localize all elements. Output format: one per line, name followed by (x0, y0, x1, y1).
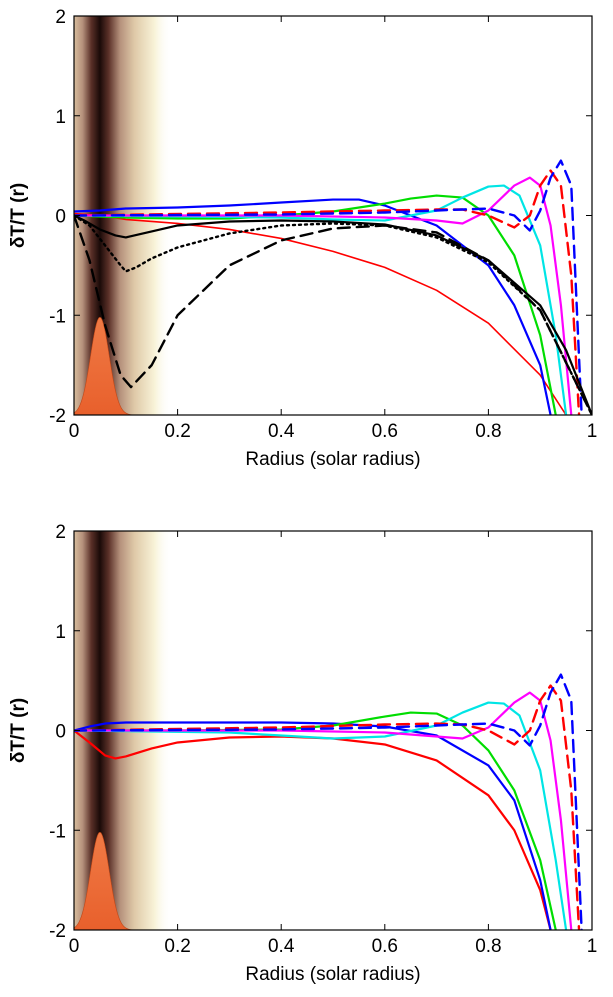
bottom-panel: 0 0.2 0.4 0.6 0.8 1 -2 -1 0 1 2 Radius (solar radi… (8, 522, 597, 985)
top-series-line-4 (74, 176, 573, 415)
top-y-tick-label: -2 (49, 406, 66, 427)
bottom-x-tick-label: 0 (69, 936, 80, 957)
top-y-tick-label: 2 (55, 7, 66, 28)
bottom-x-tick-label: 0.4 (268, 936, 295, 957)
bottom-y-tick-label: -2 (49, 921, 66, 942)
top-ticks: 0 0.2 0.4 0.6 0.8 1 -2 -1 0 1 2 (49, 7, 597, 442)
bottom-y-tick-label: 0 (55, 722, 66, 743)
top-series-line-8 (74, 214, 592, 415)
top-x-tick-label: 1 (587, 421, 598, 442)
top-y-axis-label: δT/T (r) (8, 183, 29, 248)
bottom-x-tick-label: 0.8 (475, 936, 501, 957)
bottom-y-axis-label: δT/T (r) (8, 698, 29, 763)
top-series-line-2 (74, 194, 557, 415)
bottom-series-line-4 (74, 691, 573, 930)
top-x-tick-label: 0.4 (268, 421, 295, 442)
bottom-series-line-0 (74, 729, 552, 930)
top-series-line-0 (74, 212, 567, 415)
bottom-y-tick-label: 2 (55, 522, 66, 543)
bottom-y-tick-label: 1 (55, 622, 66, 643)
top-y-tick-label: 1 (55, 107, 66, 128)
bottom-series-line-5 (74, 684, 581, 930)
bottom-ticks: 0 0.2 0.4 0.6 0.8 1 -2 -1 0 1 2 (49, 522, 597, 957)
top-x-tick-label: 0.6 (372, 421, 398, 442)
top-x-axis-label: Radius (solar radius) (245, 449, 420, 470)
bottom-x-tick-label: 1 (587, 936, 598, 957)
bottom-series-layer (74, 673, 583, 930)
bottom-x-axis-label: Radius (solar radius) (245, 964, 420, 985)
bottom-x-tick-label: 0.6 (372, 936, 398, 957)
top-panel: 0 0.2 0.4 0.6 0.8 1 -2 -1 0 1 2 Radius (solar radi… (8, 7, 597, 470)
bottom-y-tick-label: -1 (49, 821, 66, 842)
top-x-tick-label: 0 (69, 421, 80, 442)
top-series-line-3 (74, 184, 568, 415)
top-x-tick-label: 0.8 (475, 421, 501, 442)
top-series-line-9 (74, 214, 592, 415)
bottom-series-line-3 (74, 701, 568, 930)
bottom-series-line-6 (74, 673, 583, 930)
bottom-x-tick-label: 0.2 (164, 936, 190, 957)
top-series-line-5 (74, 169, 581, 415)
top-series-line-1 (74, 198, 552, 415)
top-series-line-6 (74, 159, 583, 415)
bottom-series-line-1 (74, 721, 552, 930)
top-y-tick-label: -1 (49, 306, 66, 327)
top-y-tick-label: 0 (55, 207, 66, 228)
top-series-line-7 (74, 214, 592, 415)
top-x-tick-label: 0.2 (164, 421, 190, 442)
top-series-layer (74, 159, 592, 415)
